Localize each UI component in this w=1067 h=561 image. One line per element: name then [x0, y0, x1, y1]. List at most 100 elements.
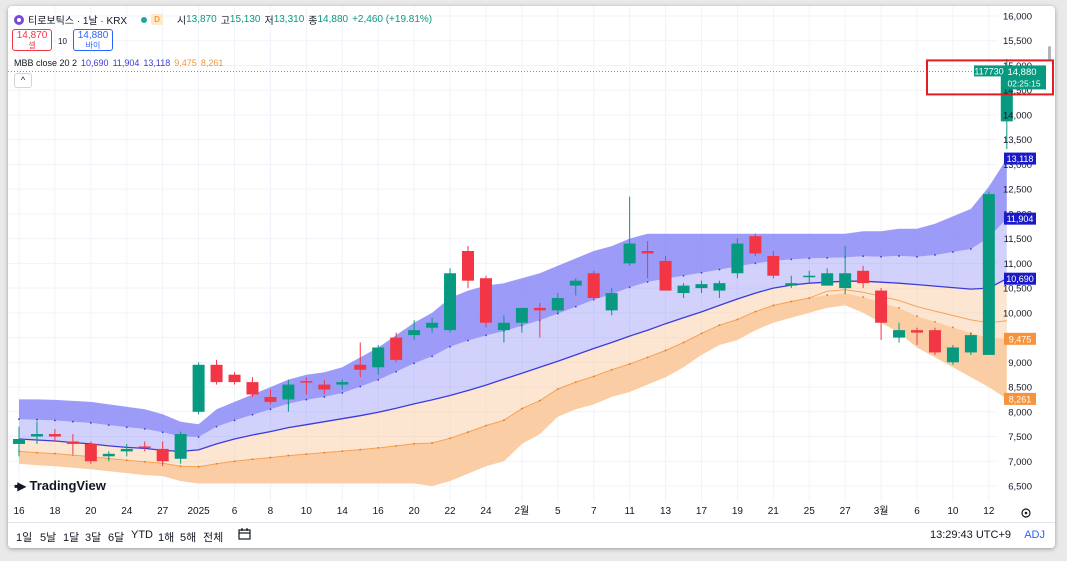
band-dot	[54, 419, 56, 422]
price-scale-scrollbar	[1048, 46, 1051, 60]
range-5d-button[interactable]: 5날	[40, 532, 57, 544]
y-tick-label: 14,000	[1003, 110, 1032, 121]
chart-window: 16 18 20 24 27 2025 6 8 10 14 16 20 22 24 2월 5 7 11 13 17 19…	[8, 6, 1055, 548]
band-dot	[898, 306, 900, 309]
candle	[767, 251, 780, 279]
candle-body	[785, 283, 798, 286]
axis-value-tag: 9,475	[1004, 332, 1036, 345]
range-3m-button[interactable]: 3달	[85, 532, 102, 544]
x-tick-label: 25	[804, 506, 816, 517]
band-dot	[916, 315, 918, 317]
band-dot	[700, 271, 703, 274]
axis-value-tag: 8,261	[1004, 392, 1036, 405]
band-dot	[664, 349, 667, 352]
candle-body	[641, 251, 654, 254]
candle	[138, 441, 151, 452]
band-dot	[556, 388, 559, 390]
candle-body	[300, 381, 313, 383]
band-dot	[179, 465, 182, 468]
candle-body	[964, 335, 977, 353]
band-dot	[269, 456, 272, 459]
candle	[390, 332, 403, 363]
band-dot	[449, 437, 451, 440]
axis-value-tag: 10,690	[1004, 272, 1036, 285]
candle-body	[982, 194, 995, 355]
y-tick-label: 6,500	[1008, 482, 1032, 493]
band-dot	[556, 312, 559, 315]
range-6m-button[interactable]: 6달	[108, 532, 125, 544]
timezone-clock[interactable]: 13:29:43 UTC+9	[929, 529, 1011, 541]
band-dot	[862, 255, 865, 258]
candle-body	[569, 280, 582, 286]
indicator-legend[interactable]: MBB close 20 2 10,690 11,904 13,118 9,47…	[14, 58, 227, 68]
x-tick-label: 20	[409, 506, 421, 517]
y-tick-label: 16,000	[1003, 12, 1032, 23]
band-dot	[736, 318, 739, 321]
symbol-legend: 티로보틱스 · 1날 · KRX D 시 13,870 고 15,130 저 13,3…	[14, 12, 432, 27]
delayed-badge[interactable]: D	[151, 14, 163, 25]
band-dot	[251, 413, 254, 416]
band-dot	[808, 257, 811, 260]
adj-toggle[interactable]: ADJ	[1024, 529, 1045, 541]
collapse-legend-button[interactable]: ^	[14, 73, 32, 88]
band-dot	[449, 345, 451, 348]
candle	[749, 233, 762, 256]
range-all-button[interactable]: 전체	[203, 532, 224, 544]
band-dot	[538, 399, 541, 402]
candle-body	[515, 307, 528, 323]
band-dot	[125, 426, 128, 429]
price-chart[interactable]: 16 18 20 24 27 2025 6 8 10 14 16 20 22 24 2월 5 7 11 13 17 19…	[8, 6, 1055, 522]
band-dot	[18, 418, 20, 421]
candle-body	[749, 236, 762, 254]
band-dot	[251, 458, 254, 461]
range-5y-button[interactable]: 5해	[180, 532, 197, 544]
tradingview-logo[interactable]: ▪▶ TradingView	[14, 478, 106, 493]
countdown-text: 02:25:15	[1007, 78, 1040, 88]
last-price-tag-bg	[1004, 65, 1046, 90]
axis-value-tag-text: 9,475	[1009, 334, 1032, 344]
candle	[659, 255, 672, 291]
spread-value: 10	[58, 37, 67, 46]
axis-value-tag: 11,904	[1004, 212, 1036, 225]
y-tick-label: 10,000	[1003, 308, 1032, 319]
symbol-title[interactable]: 티로보틱스 · 1날 · KRX	[28, 16, 128, 27]
candle	[282, 379, 295, 412]
buy-price: 14,880	[77, 30, 109, 41]
candle	[551, 293, 564, 313]
lower-line	[18, 289, 1007, 468]
range-1m-button[interactable]: 1달	[63, 532, 80, 544]
x-tick-label: 10	[947, 506, 959, 517]
band-dot	[754, 262, 757, 265]
candle	[587, 270, 600, 301]
candle	[444, 268, 457, 333]
band-dot	[772, 304, 775, 307]
band-dot	[323, 396, 326, 398]
axis-value-tag: 13,118	[1004, 152, 1036, 165]
y-tick-label: 11,500	[1004, 234, 1032, 245]
band-dot	[359, 448, 362, 451]
candle-body	[156, 448, 169, 462]
indicator-value-upper2: 13,118	[143, 58, 171, 68]
buy-button[interactable]: 14,880 바이	[73, 29, 113, 51]
y-tick-label: 8,000	[1008, 407, 1032, 418]
candle	[318, 379, 331, 395]
candle	[228, 372, 241, 385]
candle	[695, 280, 708, 294]
band-dot	[36, 418, 38, 421]
band-dot	[628, 286, 631, 289]
band-dot	[520, 407, 523, 410]
candle	[623, 196, 636, 266]
range-1y-button[interactable]: 1해	[158, 532, 175, 544]
candle-body	[228, 374, 241, 383]
band-dot	[574, 305, 577, 308]
y-tick-label: 9,000	[1008, 358, 1032, 369]
range-ytd-button[interactable]: YTD	[131, 529, 153, 541]
range-1d-button[interactable]: 1일	[16, 532, 33, 544]
sell-button[interactable]: 14,870 셀	[12, 29, 52, 51]
date-range-calendar-icon[interactable]	[238, 527, 252, 544]
indicator-value-basis: 10,690	[81, 58, 109, 68]
candle	[300, 377, 313, 395]
band-dot	[233, 419, 236, 422]
x-tick-label: 14	[337, 506, 349, 517]
